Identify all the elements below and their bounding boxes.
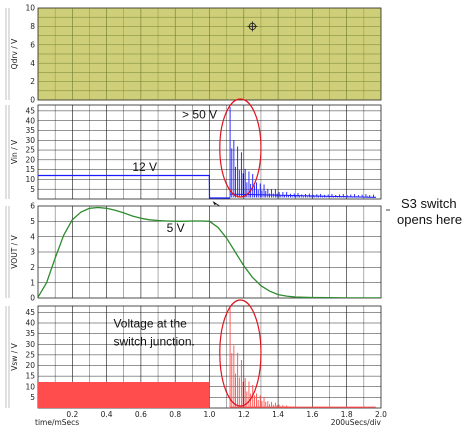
y-tick-label: 40 xyxy=(25,319,35,328)
x-axis-label: time/mSecs xyxy=(35,418,79,427)
x-tick-label: 0.4 xyxy=(101,410,113,419)
y-tick-label: 35 xyxy=(25,329,35,338)
y-tick-label: 15 xyxy=(25,372,35,381)
y-axis-label: Vin / V xyxy=(10,139,19,164)
y-tick-label: 10 xyxy=(25,382,35,391)
y-tick-label: 4 xyxy=(30,232,35,241)
y-tick-label: 10 xyxy=(25,4,35,13)
annotation-text: 12 V xyxy=(132,160,157,174)
y-tick-label: 3 xyxy=(30,248,35,257)
y-tick-label: 5 xyxy=(30,393,35,402)
y-axis-label: Qdrv / V xyxy=(10,38,19,69)
y-tick-label: 6 xyxy=(30,40,35,49)
highlight-ellipse xyxy=(219,299,262,407)
ringing-baseline xyxy=(230,193,376,198)
y-tick-label: 40 xyxy=(25,116,35,125)
plot-content xyxy=(38,106,376,199)
y-tick-label: 1 xyxy=(30,278,35,287)
y-tick-label: 6 xyxy=(30,202,35,211)
panel-qdrv: 0 2 4 6 8 10 Qdrv / V xyxy=(5,4,382,105)
y-tick-label: 2 xyxy=(30,263,35,272)
x-tick-label: 0.2 xyxy=(66,410,78,419)
x-tick-label: 0.8 xyxy=(169,410,181,419)
plot-content xyxy=(38,308,376,408)
y-tick-label: 8 xyxy=(30,22,35,31)
switch-callout: S3 switch opens here xyxy=(386,196,462,227)
y-tick-label: 2 xyxy=(30,77,35,86)
y-tick-label: 35 xyxy=(25,126,35,135)
y-tick-label: 20 xyxy=(25,155,35,164)
panel-vout: 0 1 2 3 4 5 6 VOUT / V 5 V xyxy=(5,202,382,303)
y-tick-label: 20 xyxy=(25,361,35,370)
x-tick-label: 1.2 xyxy=(238,410,250,419)
series-line-vout xyxy=(38,206,381,298)
callout-line-2: opens here xyxy=(397,212,462,227)
annotation-text: Voltage at the xyxy=(113,316,187,330)
y-tick-label: 30 xyxy=(25,340,35,349)
series-line-vin xyxy=(38,174,231,199)
x-tick-label: 1.6 xyxy=(306,410,318,419)
arrow-shaft xyxy=(213,201,220,207)
y-axis-label: VOUT / V xyxy=(10,234,19,268)
y-axis-label: Vsw / V xyxy=(10,342,19,370)
annotation-text: 5 V xyxy=(167,221,185,235)
annotation-text: > 50 V xyxy=(182,108,217,122)
x-tick-label: 0.6 xyxy=(135,410,147,419)
y-tick-label: 4 xyxy=(30,59,35,68)
y-tick-label: 0 xyxy=(30,294,35,303)
switch-instant-arrow xyxy=(212,201,220,207)
x-tick-label: 2.0 xyxy=(375,410,387,419)
x-scale-label: 200uSecs/div xyxy=(331,418,382,427)
highlight-ellipse xyxy=(219,98,262,198)
x-tick-label: 1.0 xyxy=(204,410,216,419)
y-tick-label: 5 xyxy=(30,217,35,226)
y-tick-label: 45 xyxy=(25,308,35,317)
callout-line-1: S3 switch xyxy=(401,196,457,211)
plot-content xyxy=(38,206,381,298)
x-tick-label: 1.4 xyxy=(272,410,284,419)
y-tick-label: 30 xyxy=(25,136,35,145)
y-tick-label: 25 xyxy=(25,350,35,359)
y-tick-label: 0 xyxy=(30,96,35,105)
annotation-text: switch junction. xyxy=(113,334,194,348)
y-tick-label: 15 xyxy=(25,165,35,174)
y-tick-label: 10 xyxy=(25,175,35,184)
y-tick-label: 5 xyxy=(30,185,35,194)
y-tick-label: 25 xyxy=(25,146,35,155)
x-tick-label: 1.8 xyxy=(341,410,353,419)
y-tick-label: 45 xyxy=(25,106,35,115)
pwm-waveform xyxy=(38,382,210,408)
